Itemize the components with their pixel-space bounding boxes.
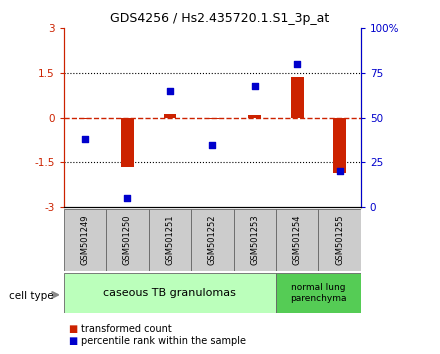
Bar [121, 118, 134, 167]
FancyBboxPatch shape [106, 209, 149, 271]
Text: cell type: cell type [9, 291, 53, 301]
Text: GDS4256 / Hs2.435720.1.S1_3p_at: GDS4256 / Hs2.435720.1.S1_3p_at [110, 12, 330, 25]
Text: transformed count: transformed count [81, 324, 172, 333]
Point [336, 169, 343, 174]
FancyBboxPatch shape [191, 209, 234, 271]
Text: GSM501255: GSM501255 [335, 215, 344, 265]
Text: percentile rank within the sample: percentile rank within the sample [81, 336, 246, 346]
Text: GSM501251: GSM501251 [165, 215, 174, 265]
FancyBboxPatch shape [149, 209, 191, 271]
Point [81, 136, 88, 142]
Text: normal lung
parenchyma: normal lung parenchyma [290, 283, 347, 303]
Point [166, 88, 173, 94]
Point [124, 195, 131, 201]
Point [209, 142, 216, 147]
FancyBboxPatch shape [319, 209, 361, 271]
Text: caseous TB granulomas: caseous TB granulomas [103, 288, 236, 298]
Bar [333, 118, 346, 173]
FancyBboxPatch shape [64, 273, 276, 313]
FancyBboxPatch shape [234, 209, 276, 271]
Point [293, 61, 301, 67]
Text: GSM501249: GSM501249 [81, 215, 89, 265]
Bar [164, 114, 176, 118]
Bar [248, 115, 261, 118]
Text: GSM501254: GSM501254 [293, 215, 302, 265]
Bar [291, 78, 304, 118]
Text: GSM501252: GSM501252 [208, 215, 217, 265]
Text: ■: ■ [68, 324, 77, 333]
Text: GSM501250: GSM501250 [123, 215, 132, 265]
Bar [206, 118, 219, 119]
FancyBboxPatch shape [276, 209, 319, 271]
FancyBboxPatch shape [64, 209, 106, 271]
Bar [79, 118, 92, 119]
FancyBboxPatch shape [276, 273, 361, 313]
Text: ■: ■ [68, 336, 77, 346]
Text: GSM501253: GSM501253 [250, 215, 259, 265]
Point [251, 83, 258, 88]
